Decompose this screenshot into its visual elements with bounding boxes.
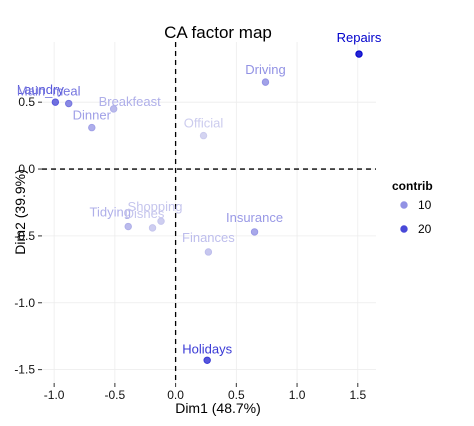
point-label-laundry: Laundry: [17, 82, 64, 97]
point-label-insurance: Insurance: [226, 210, 283, 225]
point-tidying: [124, 222, 132, 231]
point-labels: LaundryMain_mealDinnerBreakfeastTidyingD…: [17, 30, 382, 356]
point-label-repairs: Repairs: [337, 30, 382, 45]
x-tick-label: 1.0: [289, 388, 306, 402]
legend-key-20: [400, 225, 408, 233]
point-official: [199, 131, 208, 140]
point-label-dinner: Dinner: [73, 108, 112, 123]
point-label-driving: Driving: [245, 62, 285, 77]
y-axis-title: Dim2 (39.9%): [12, 169, 28, 255]
x-tick-label: 0.0: [167, 388, 184, 402]
reference-lines: [42, 42, 376, 383]
legend-title: contrib: [392, 179, 433, 193]
point-driving: [261, 78, 270, 86]
point-dishes: [148, 224, 157, 232]
point-repairs: [355, 50, 363, 58]
point-holidays: [203, 356, 211, 364]
legend-key-10: [400, 201, 408, 209]
point-dinner: [88, 123, 96, 132]
y-tick-label: 0.5: [18, 95, 35, 109]
x-tick-label: -1.0: [44, 388, 65, 402]
point-label-shopping: Shopping: [128, 199, 183, 214]
legend-label-20: 20: [418, 222, 432, 236]
y-tick-label: -0.5: [14, 229, 35, 243]
legend: contrib 10 20: [392, 179, 433, 236]
x-tick-label: 1.5: [349, 388, 366, 402]
legend-label-10: 10: [418, 198, 432, 212]
point-label-official: Official: [184, 116, 224, 131]
point-laundry: [51, 98, 60, 106]
point-label-breakfeast: Breakfeast: [99, 94, 162, 109]
point-finances: [204, 248, 213, 256]
points: [51, 50, 363, 364]
y-tick-label: -1.0: [14, 296, 35, 310]
x-axis-title: Dim1 (48.7%): [175, 400, 261, 416]
point-label-holidays: Holidays: [182, 341, 232, 356]
point-label-main-meal: Main_meal: [17, 84, 81, 99]
point-breakfeast: [109, 105, 118, 113]
chart-title: CA factor map: [164, 23, 272, 42]
axis-ticks: -1.0 -0.5 0.0 0.5 1.0 1.5 -1.5 -1.0 -0.5 0.0 0.5: [14, 95, 366, 402]
x-tick-label: -0.5: [105, 388, 126, 402]
point-label-tidying: Tidying: [90, 205, 131, 220]
point-main-meal: [65, 99, 73, 108]
y-tick-label: -1.5: [14, 363, 35, 377]
point-label-finances: Finances: [182, 230, 235, 245]
point-label-dishes: Dishes: [125, 206, 165, 221]
x-tick-label: 0.5: [228, 388, 245, 402]
point-shopping: [157, 217, 165, 225]
point-insurance: [250, 228, 259, 236]
y-tick-label: 0.0: [18, 162, 35, 176]
